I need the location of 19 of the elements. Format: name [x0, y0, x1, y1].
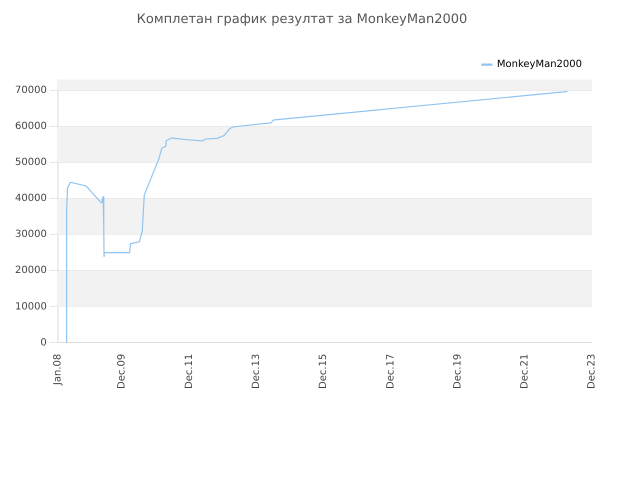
- x-tick-label: Dec.09: [116, 354, 128, 390]
- x-tick-label: Dec.23: [586, 354, 598, 390]
- legend-label: MonkeyMan2000: [496, 59, 582, 70]
- y-tick-label: 30000: [15, 229, 47, 240]
- x-tick-label: Dec.15: [318, 354, 330, 390]
- x-tick-label: Dec.17: [385, 354, 396, 390]
- y-tick-label: 20000: [15, 265, 47, 276]
- x-tick-label: Dec.19: [452, 354, 464, 390]
- x-tick-label: Dec.13: [250, 354, 262, 390]
- x-tick-label: Jan.08: [52, 354, 64, 386]
- x-tick-label: Dec.11: [184, 354, 195, 390]
- chart-title: Комплетан график резултат за MonkeyMan2000: [136, 12, 468, 28]
- y-tick-label: 60000: [15, 121, 47, 132]
- y-tick-label: 10000: [15, 301, 47, 312]
- y-tick-label: 50000: [15, 157, 47, 168]
- x-tick-label: Dec.21: [520, 354, 531, 390]
- y-tick-label: 70000: [15, 85, 47, 96]
- y-tick-label: 0: [40, 337, 47, 348]
- y-tick-label: 40000: [15, 193, 47, 204]
